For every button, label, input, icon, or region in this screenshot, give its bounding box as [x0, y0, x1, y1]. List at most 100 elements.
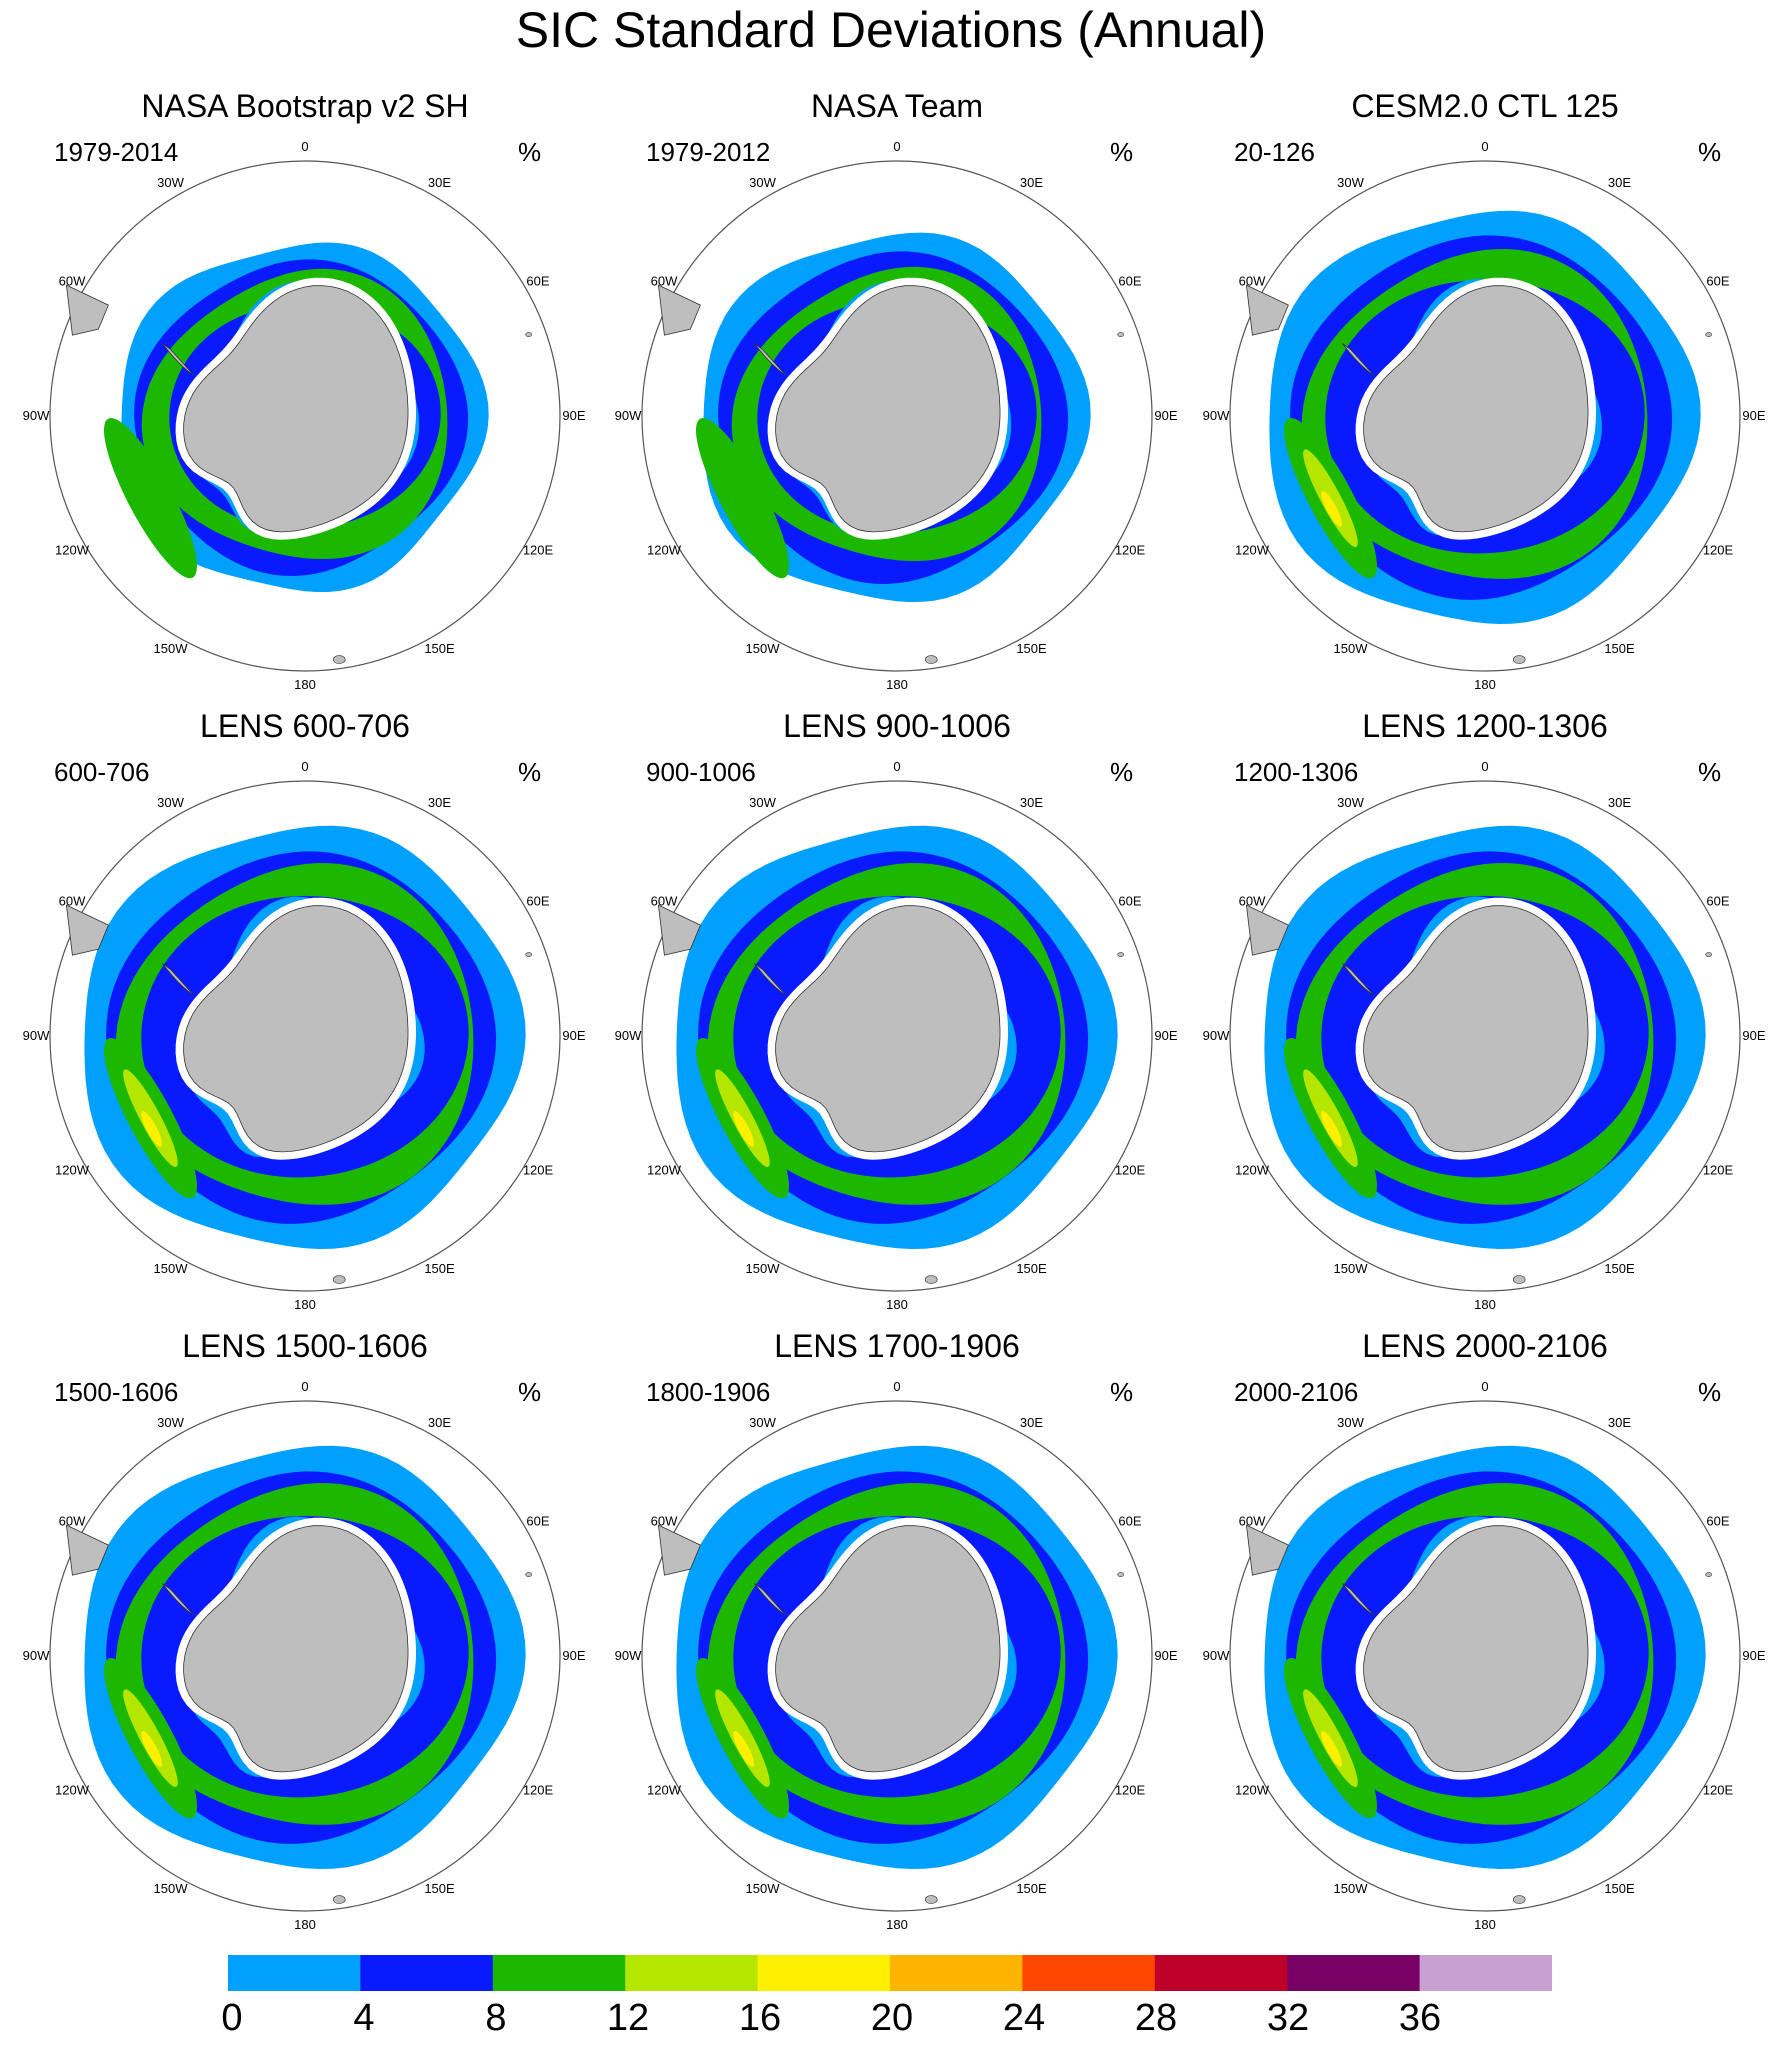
panel-period: 1800-1906: [646, 1377, 771, 1407]
longitude-label: 90W: [1203, 1648, 1230, 1663]
panel-units: %: [518, 137, 542, 167]
weddell-tongue: [1283, 1658, 1377, 1819]
south-america-tip: [1245, 284, 1289, 336]
sic-band-16-20: [1321, 491, 1343, 527]
polar-map: 0 30E 60E 90E 120E 150E 180 150W 120W 90W 60W 30W: [23, 139, 586, 692]
longitude-label: 180: [294, 677, 316, 692]
longitude-label: 150E: [1604, 1881, 1635, 1896]
longitude-label: 0: [893, 1379, 900, 1394]
new-zealand-island: [332, 655, 346, 664]
polar-map: 0 30E 60E 90E 120E 150E 180 150W 120W 90W 60W 30W: [1203, 759, 1766, 1312]
longitude-label: 180: [294, 1917, 316, 1932]
panel-title: LENS 2000-2106: [1362, 1328, 1608, 1364]
longitude-label: 150E: [424, 1881, 455, 1896]
longitude-label: 30E: [1608, 795, 1631, 810]
longitude-label: 90E: [1154, 1028, 1177, 1043]
colorbar-label: 24: [1002, 1997, 1046, 2039]
colorbar-label: 36: [1398, 1997, 1442, 2039]
sic-band-16-20: [141, 1111, 163, 1147]
kerguelen-island: [1705, 1572, 1712, 1577]
longitude-label: 150E: [1016, 641, 1047, 656]
colorbar-swatch: [890, 1955, 1023, 1991]
map-boundary-circle: [49, 780, 561, 1292]
longitude-label: 150E: [1016, 1261, 1047, 1276]
antarctic-peninsula: [754, 343, 787, 376]
longitude-label: 0: [1481, 139, 1488, 154]
longitude-label: 30W: [1337, 175, 1364, 190]
longitude-label: 90W: [615, 408, 642, 423]
panel-title: LENS 1700-1906: [774, 1328, 1020, 1364]
longitude-label: 0: [1481, 759, 1488, 774]
panel-period: 1979-2014: [54, 137, 179, 167]
map-panel-nasa-team: NASA Team 1979-2012 % 0 30E 60E 90E 120E 150E…: [600, 86, 1194, 706]
south-america-tip: [1245, 904, 1289, 956]
longitude-label: 0: [893, 759, 900, 774]
map-panel-lens-1700: LENS 1700-1906 1800-1906 % 0 30E 60E 90E 120…: [600, 1326, 1194, 1946]
sic-band-8-12-tongue: [695, 418, 789, 579]
longitude-label: 30W: [749, 795, 776, 810]
new-zealand-island: [1512, 655, 1526, 664]
longitude-label: 30W: [749, 175, 776, 190]
longitude-label: 150E: [1604, 1261, 1635, 1276]
longitude-label: 180: [886, 1917, 908, 1932]
new-zealand-island: [332, 1275, 346, 1284]
colorbar-label: 0: [221, 1997, 243, 2039]
longitude-label: 150E: [1604, 641, 1635, 656]
polar-map: 0 30E 60E 90E 120E 150E 180 150W 120W 90W 60W 30W: [615, 139, 1178, 692]
colorbar-swatch: [1022, 1955, 1156, 1991]
longitude-label: 120E: [523, 543, 554, 558]
kerguelen-island: [525, 1572, 532, 1577]
colorbar-label: 8: [485, 1997, 507, 2039]
south-america-tip: [657, 1524, 701, 1576]
antarctic-peninsula: [162, 343, 195, 376]
longitude-label: 30E: [428, 175, 451, 190]
kerguelen-island: [1117, 952, 1124, 957]
weddell-tongue: [1283, 1038, 1377, 1199]
panel-units: %: [1698, 137, 1722, 167]
longitude-label: 90W: [23, 1028, 50, 1043]
longitude-label: 90W: [615, 1648, 642, 1663]
panel-title: NASA Team: [811, 88, 983, 124]
map-boundary-circle: [641, 780, 1153, 1292]
panel-period: 900-1006: [646, 757, 756, 787]
longitude-label: 0: [301, 139, 308, 154]
longitude-label: 60W: [1239, 274, 1266, 289]
panel-units: %: [1698, 1377, 1722, 1407]
longitude-label: 150E: [1016, 1881, 1047, 1896]
colorbar: [228, 1955, 1552, 1991]
polar-map: 0 30E 60E 90E 120E 150E 180 150W 120W 90W 60W 30W: [1203, 139, 1766, 692]
colorbar-label: 32: [1266, 1997, 1310, 2039]
kerguelen-island: [1117, 1572, 1124, 1577]
longitude-label: 180: [1474, 1917, 1496, 1932]
map-boundary-circle: [1229, 780, 1741, 1292]
longitude-label: 30E: [1020, 175, 1043, 190]
longitude-label: 60E: [1118, 1514, 1141, 1529]
longitude-label: 150W: [1334, 1261, 1369, 1276]
longitude-label: 120E: [1115, 543, 1146, 558]
kerguelen-island: [525, 332, 532, 337]
longitude-label: 30W: [157, 1415, 184, 1430]
longitude-label: 90W: [615, 1028, 642, 1043]
longitude-label: 60W: [1239, 894, 1266, 909]
new-zealand-island: [332, 1895, 346, 1904]
longitude-label: 90W: [23, 1648, 50, 1663]
new-zealand-island: [924, 1895, 938, 1904]
colorbar-label: 20: [870, 1997, 914, 2039]
longitude-label: 90W: [23, 408, 50, 423]
colorbar-swatch: [228, 1955, 361, 1991]
panel-period: 20-126: [1234, 137, 1315, 167]
longitude-label: 150E: [424, 1261, 455, 1276]
panel-title: LENS 900-1006: [783, 708, 1011, 744]
longitude-label: 120W: [1235, 1783, 1270, 1798]
longitude-label: 120W: [1235, 543, 1270, 558]
antarctic-peninsula: [162, 1583, 195, 1616]
longitude-label: 60W: [59, 894, 86, 909]
map-boundary-circle: [1229, 160, 1741, 672]
longitude-label: 60W: [651, 274, 678, 289]
longitude-label: 120W: [647, 543, 682, 558]
new-zealand-island: [924, 1275, 938, 1284]
south-america-tip: [65, 904, 109, 956]
polar-map: 0 30E 60E 90E 120E 150E 180 150W 120W 90W 60W 30W: [23, 1379, 586, 1932]
antarctica-land: [1363, 1525, 1589, 1773]
longitude-label: 60E: [526, 274, 549, 289]
